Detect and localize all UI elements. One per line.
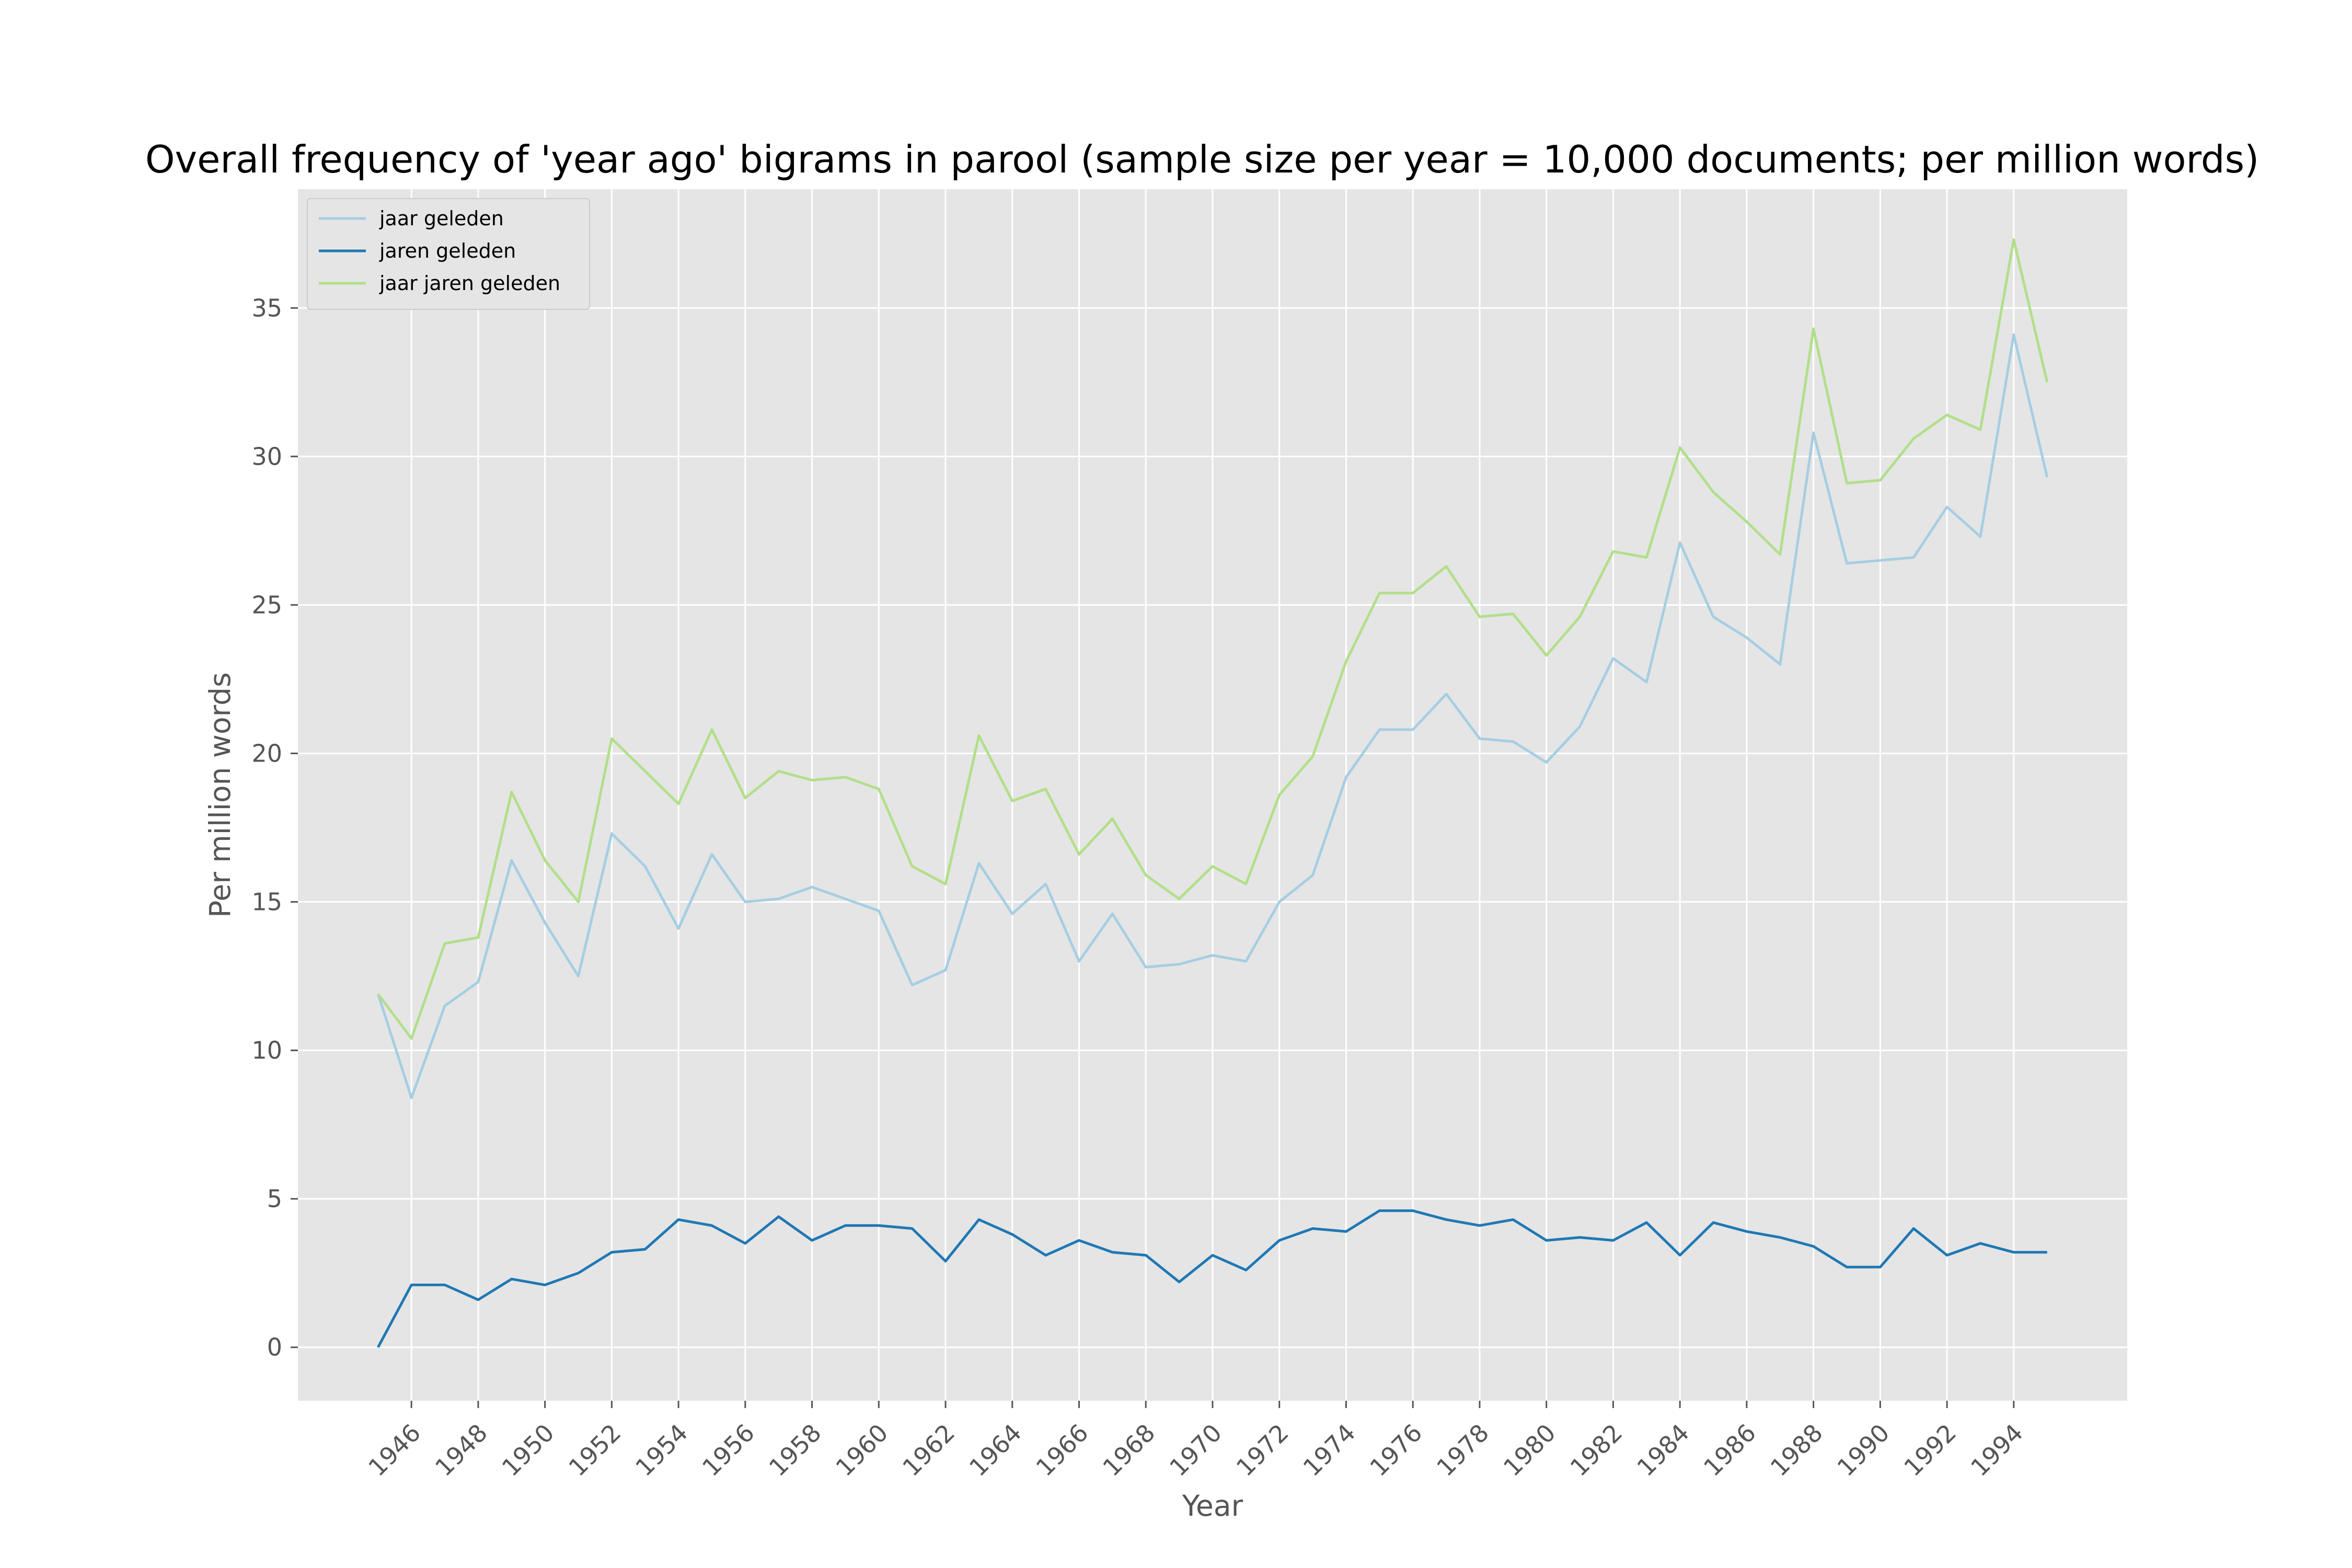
x-tick-label: 1988	[1765, 1419, 1828, 1482]
x-tick-label: 1982	[1565, 1419, 1628, 1482]
x-tick-label: 1976	[1364, 1419, 1427, 1482]
x-tick-label: 1968	[1097, 1419, 1160, 1482]
y-tick-label: 0	[267, 1333, 282, 1362]
x-tick-label: 1970	[1164, 1419, 1227, 1482]
chart-title: Overall frequency of 'year ago' bigrams …	[145, 137, 2259, 181]
series-line-jaar-geleden	[376, 333, 2049, 1099]
x-tick-label: 1964	[964, 1419, 1027, 1482]
x-tick-label: 1966	[1031, 1419, 1094, 1482]
x-tick-label: 1992	[1898, 1419, 1962, 1482]
y-tick-label: 25	[251, 591, 282, 619]
x-tick-label: 1990	[1832, 1419, 1895, 1482]
legend: jaar geleden jaren geleden jaar jaren gele…	[307, 198, 590, 310]
x-tick-label: 1986	[1698, 1419, 1761, 1482]
series-line-jaren-geleden	[377, 1209, 2047, 1348]
y-tick-label: 30	[251, 442, 282, 470]
x-tick-label: 1952	[563, 1419, 627, 1482]
x-tick-label: 1978	[1431, 1419, 1494, 1482]
grid	[298, 189, 2127, 1401]
x-tick-label: 1948	[430, 1419, 493, 1482]
x-axis-label: Year	[1182, 1489, 1243, 1523]
y-tick-label: 10	[251, 1036, 282, 1065]
x-tick-label: 1956	[697, 1419, 760, 1482]
x-tick-label: 1946	[363, 1419, 426, 1482]
x-tick-label: 1974	[1298, 1419, 1361, 1482]
y-tick-label: 20	[251, 739, 282, 767]
x-tick-label: 1980	[1498, 1419, 1561, 1482]
x-tick-label: 1972	[1231, 1419, 1294, 1482]
x-tick-label: 1958	[764, 1419, 827, 1482]
x-tick-label: 1962	[897, 1419, 960, 1482]
series-line-jaar-jaren-geleden	[377, 238, 2049, 1040]
y-tick-label: 15	[251, 888, 282, 916]
x-tick-label: 1994	[1965, 1419, 2028, 1482]
x-tick-label: 1954	[630, 1419, 693, 1482]
legend-box	[307, 198, 590, 310]
legend-label-jaren-geleden: jaren geleden	[379, 239, 516, 262]
x-tick-label: 1984	[1631, 1419, 1694, 1482]
legend-label-jaar-jaren-geleden: jaar jaren geleden	[379, 272, 560, 295]
x-tick-label: 1950	[497, 1419, 560, 1482]
x-tick-label: 1960	[830, 1419, 893, 1482]
y-axis-label: Per million words	[203, 672, 237, 918]
series-lines	[376, 238, 2049, 1348]
y-tick-label: 5	[267, 1185, 282, 1213]
y-tick-label: 35	[251, 294, 282, 322]
legend-label-jaar-geleden: jaar geleden	[379, 207, 504, 230]
